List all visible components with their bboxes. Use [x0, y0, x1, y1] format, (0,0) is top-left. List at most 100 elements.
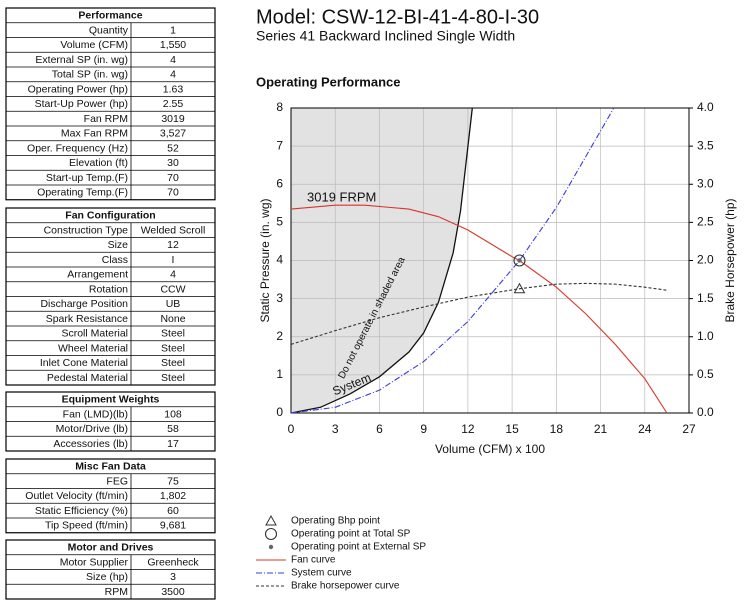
row-label: Operating Temp.(F)	[37, 187, 128, 199]
row-value: 60	[167, 505, 179, 517]
point-marker	[513, 254, 526, 267]
row-value: 1,550	[160, 39, 186, 51]
y-tick-label: 3	[276, 291, 283, 305]
y2-tick-label: 3.5	[697, 138, 714, 152]
x-tick-label: 24	[638, 422, 652, 436]
row-label: Total SP (in. wg)	[52, 69, 128, 81]
row-value: 17	[167, 438, 179, 450]
row-value: 4	[170, 54, 176, 66]
y-axis-label: Static Pressure (in. wg)	[258, 198, 272, 322]
y2-tick-label: 4.0	[697, 100, 714, 114]
series-line	[290, 204, 668, 414]
row-value: Steel	[161, 342, 185, 354]
row-label: Spark Resistance	[46, 313, 128, 325]
row-value: 3,527	[160, 128, 186, 140]
legend-swatch	[264, 527, 278, 541]
x-tick-label: 18	[550, 422, 564, 436]
row-label: Outlet Velocity (ft/min)	[25, 490, 128, 502]
table-border	[5, 7, 216, 201]
y2-tick-label: 2.5	[697, 215, 714, 229]
row-label: Fan RPM	[84, 113, 128, 125]
legend-label: Operating Bhp point	[291, 516, 380, 527]
plot-border	[290, 107, 690, 414]
table-border	[5, 458, 216, 534]
legend-label: Operating point at External SP	[291, 542, 426, 553]
chart-subtitle: Series 41 Backward Inclined Single Width	[256, 28, 515, 44]
point-marker	[517, 258, 522, 263]
row-value: 1,802	[160, 490, 186, 502]
legend-label: System curve	[291, 568, 352, 579]
row-label: Inlet Cone Material	[40, 357, 128, 369]
y2-tick-label: 0.5	[697, 367, 714, 381]
x-tick-label: 12	[461, 422, 475, 436]
row-value: 2.55	[163, 98, 184, 110]
row-value: Steel	[161, 372, 185, 384]
row-label: Fan (LMD)(lb)	[63, 408, 128, 420]
row-value: 1	[170, 24, 176, 36]
y-tick-label: 2	[276, 329, 283, 343]
row-value: 52	[167, 142, 179, 154]
y-tick-label: 4	[276, 253, 283, 267]
y2-tick-label: 0.0	[697, 405, 714, 419]
legend-label: Brake horsepower curve	[291, 581, 400, 592]
legend-swatch	[268, 544, 274, 550]
row-value: 9,681	[160, 520, 186, 532]
row-value: 70	[167, 172, 179, 184]
y-tick-label: 1	[276, 367, 283, 381]
legend-label: Operating point at Total SP	[291, 529, 411, 540]
row-value: Welded Scroll	[141, 224, 206, 236]
row-label: Oper. Frequency (Hz)	[27, 142, 128, 154]
section-heading: Operating Performance	[256, 74, 401, 89]
table-title: Fan Configuration	[65, 210, 155, 222]
legend-label: Fan curve	[291, 555, 336, 566]
row-value: 58	[167, 423, 179, 435]
x-tick-label: 3	[332, 422, 339, 436]
row-label: Operating Power (hp)	[28, 83, 128, 95]
row-value: UB	[166, 298, 181, 310]
row-label: Size (hp)	[86, 571, 128, 583]
annotation: 3019 FRPM	[307, 189, 376, 204]
table-title: Equipment Weights	[62, 394, 160, 406]
row-value: 3	[170, 571, 176, 583]
row-label: Pedestal Material	[47, 372, 128, 384]
row-label: Arrangement	[67, 269, 128, 281]
row-value: 3500	[161, 586, 185, 598]
series-line	[290, 282, 667, 345]
y2-tick-label: 2.0	[697, 253, 714, 267]
x-tick-label: 15	[505, 422, 519, 436]
y2-tick-label: 1.0	[697, 329, 714, 343]
y2-tick-label: 1.5	[697, 291, 714, 305]
row-value: Steel	[161, 357, 185, 369]
row-label: Start-up Temp.(F)	[46, 172, 128, 184]
stall-line	[290, 107, 473, 414]
chart-title: Model: CSW-12-BI-41-4-80-I-30	[256, 6, 539, 28]
row-value: 75	[167, 475, 179, 487]
row-label: External SP (in. wg)	[35, 54, 128, 66]
row-label: Motor Supplier	[60, 556, 129, 568]
x-tick-label: 21	[594, 422, 608, 436]
table-title: Motor and Drives	[68, 542, 154, 554]
row-label: Static Efficiency (%)	[35, 505, 128, 517]
row-label: Scroll Material	[61, 328, 128, 340]
legend-swatch	[265, 514, 277, 526]
row-label: Accessories (lb)	[53, 438, 128, 450]
row-value: I	[172, 254, 175, 266]
row-label: Volume (CFM)	[60, 39, 128, 51]
row-value: Greenheck	[147, 556, 199, 568]
row-value: 108	[164, 408, 182, 420]
row-value: 70	[167, 187, 179, 199]
x-tick-label: 0	[288, 422, 295, 436]
row-label: Elevation (ft)	[69, 157, 128, 169]
table-title: Performance	[78, 10, 142, 22]
row-value: CCW	[160, 283, 185, 295]
row-label: Rotation	[89, 283, 128, 295]
x-tick-label: 9	[420, 422, 427, 436]
y-tick-label: 6	[276, 176, 283, 190]
row-value: Steel	[161, 328, 185, 340]
y-tick-label: 7	[276, 138, 283, 152]
row-label: Size	[108, 239, 129, 251]
row-label: Quantity	[89, 24, 129, 36]
x-tick-label: 27	[682, 422, 696, 436]
y-tick-label: 5	[276, 215, 283, 229]
row-value: 30	[167, 157, 179, 169]
